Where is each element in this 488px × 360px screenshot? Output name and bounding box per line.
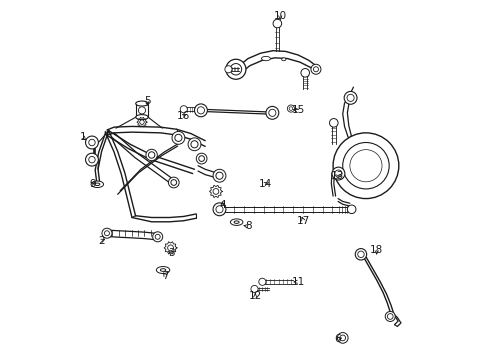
- Circle shape: [225, 59, 245, 79]
- Circle shape: [386, 314, 392, 319]
- Circle shape: [213, 203, 225, 216]
- Ellipse shape: [230, 219, 243, 225]
- Circle shape: [180, 106, 187, 113]
- Circle shape: [331, 167, 344, 180]
- Circle shape: [310, 64, 320, 74]
- Circle shape: [346, 205, 355, 213]
- Text: 5: 5: [144, 96, 150, 107]
- Text: 7: 7: [163, 271, 169, 282]
- Circle shape: [140, 120, 144, 125]
- Circle shape: [85, 153, 98, 166]
- Circle shape: [198, 156, 204, 161]
- Circle shape: [230, 64, 241, 75]
- Circle shape: [354, 249, 366, 260]
- Text: 17: 17: [296, 216, 309, 226]
- Circle shape: [213, 189, 218, 194]
- Circle shape: [188, 138, 201, 151]
- Circle shape: [268, 109, 275, 116]
- Circle shape: [287, 105, 294, 112]
- Circle shape: [104, 231, 109, 236]
- Text: 8: 8: [244, 221, 251, 231]
- Circle shape: [346, 94, 353, 102]
- Ellipse shape: [136, 101, 148, 106]
- Text: 1: 1: [80, 132, 86, 142]
- Circle shape: [85, 136, 98, 149]
- Circle shape: [190, 141, 198, 148]
- Circle shape: [337, 333, 347, 343]
- Text: 16: 16: [177, 111, 190, 121]
- Circle shape: [172, 131, 184, 144]
- Text: 10: 10: [273, 11, 286, 21]
- Circle shape: [250, 285, 258, 293]
- Circle shape: [194, 104, 207, 117]
- Text: 18: 18: [369, 245, 383, 255]
- Circle shape: [300, 68, 309, 77]
- Circle shape: [88, 139, 95, 146]
- Circle shape: [265, 107, 278, 119]
- Text: 9: 9: [89, 179, 96, 189]
- Text: 3: 3: [167, 248, 174, 258]
- Ellipse shape: [91, 181, 103, 188]
- Circle shape: [216, 172, 223, 179]
- Text: 4: 4: [219, 200, 226, 210]
- Text: 2: 2: [98, 236, 105, 246]
- Circle shape: [171, 180, 176, 185]
- Circle shape: [342, 143, 388, 189]
- Text: 15: 15: [291, 105, 304, 115]
- Ellipse shape: [136, 114, 148, 120]
- Circle shape: [167, 245, 173, 251]
- Circle shape: [197, 107, 204, 114]
- Text: 6: 6: [333, 334, 340, 344]
- Circle shape: [152, 232, 163, 242]
- Circle shape: [334, 170, 341, 177]
- Circle shape: [339, 335, 345, 341]
- Text: 11: 11: [291, 277, 304, 287]
- Circle shape: [385, 311, 394, 321]
- Circle shape: [344, 91, 356, 104]
- Text: 12: 12: [248, 291, 261, 301]
- Circle shape: [329, 118, 337, 127]
- Ellipse shape: [281, 58, 285, 61]
- Text: 14: 14: [259, 179, 272, 189]
- Circle shape: [88, 157, 95, 163]
- Polygon shape: [136, 104, 148, 117]
- Circle shape: [175, 134, 182, 141]
- Circle shape: [332, 133, 398, 199]
- Circle shape: [196, 153, 206, 164]
- Ellipse shape: [95, 183, 100, 185]
- Text: 13: 13: [330, 171, 343, 181]
- Circle shape: [349, 150, 381, 182]
- Circle shape: [155, 234, 160, 239]
- Circle shape: [138, 107, 145, 114]
- Circle shape: [313, 67, 318, 72]
- Ellipse shape: [234, 221, 239, 224]
- Circle shape: [357, 251, 364, 257]
- Ellipse shape: [156, 266, 169, 274]
- Circle shape: [148, 152, 155, 158]
- Ellipse shape: [261, 57, 270, 61]
- Ellipse shape: [160, 269, 165, 271]
- Circle shape: [272, 19, 281, 28]
- Circle shape: [168, 177, 179, 188]
- Circle shape: [258, 278, 265, 285]
- Circle shape: [224, 66, 231, 73]
- Circle shape: [102, 228, 112, 238]
- Circle shape: [145, 149, 157, 161]
- Circle shape: [213, 169, 225, 182]
- Circle shape: [216, 206, 223, 213]
- Circle shape: [288, 107, 292, 111]
